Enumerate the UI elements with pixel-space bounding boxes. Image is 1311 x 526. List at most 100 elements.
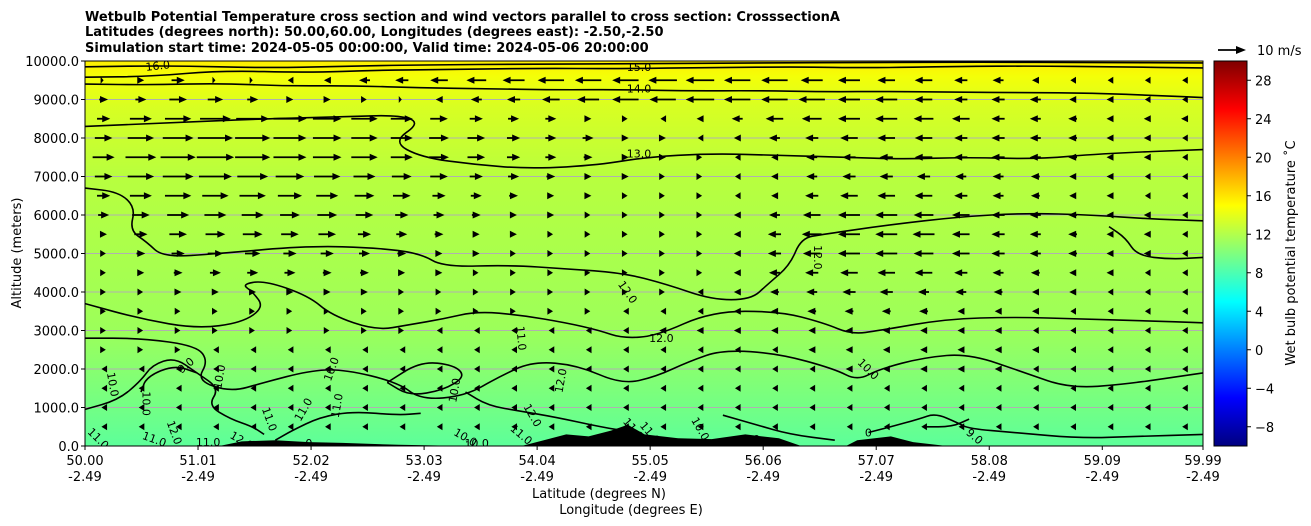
wind-arrow-head bbox=[992, 192, 1001, 200]
wind-arrow-3-16 bbox=[697, 134, 704, 142]
wind-arrow-head bbox=[697, 288, 704, 296]
wind-arrow-16-5 bbox=[287, 384, 294, 392]
wind-arrow-10-23 bbox=[954, 269, 968, 277]
wind-arrow-8-26 bbox=[1068, 230, 1077, 238]
wind-arrow-2-11 bbox=[508, 115, 520, 123]
wind-arrow-5-1 bbox=[127, 173, 155, 180]
colorbar-tick-label-8: 24 bbox=[1255, 113, 1272, 128]
wind-arrow-head bbox=[404, 134, 413, 142]
wind-arrow-13-12 bbox=[548, 327, 555, 334]
wind-arrow-head bbox=[914, 76, 923, 84]
wind-arrow-head bbox=[1029, 230, 1038, 238]
wind-arrow-4-15 bbox=[658, 153, 666, 161]
wind-arrow-head bbox=[215, 96, 224, 103]
wind-arrow-0-21 bbox=[877, 76, 896, 84]
wind-arrow-10-22 bbox=[914, 269, 933, 277]
wind-arrow-head bbox=[659, 250, 665, 257]
wind-arrow-18-22 bbox=[921, 423, 927, 431]
wind-arrow-2-6 bbox=[312, 115, 342, 123]
wind-arrow-9-4 bbox=[245, 250, 261, 257]
wind-arrow-15-9 bbox=[436, 365, 443, 373]
wind-arrow-14-26 bbox=[1070, 346, 1077, 354]
wind-arrow-head bbox=[1070, 327, 1077, 334]
wind-arrow-head bbox=[914, 192, 923, 200]
wind-arrow-head bbox=[398, 269, 406, 277]
wind-arrow-head bbox=[439, 115, 448, 123]
wind-arrow-head bbox=[875, 96, 884, 103]
wind-arrow-head bbox=[1144, 384, 1151, 392]
wind-arrow-14-1 bbox=[137, 346, 144, 354]
wind-arrow-head bbox=[696, 153, 703, 161]
wind-arrow-head bbox=[323, 96, 331, 103]
wind-arrow-1-7 bbox=[361, 96, 367, 103]
wind-arrow-3-1 bbox=[127, 134, 155, 142]
y-tick-label-9: 9000.0 bbox=[34, 94, 80, 109]
wind-arrow-head bbox=[1033, 365, 1039, 373]
contour-line-12.0-6 bbox=[85, 281, 1203, 339]
wind-arrow-4-20 bbox=[842, 153, 856, 161]
wind-arrow-5-23 bbox=[955, 173, 967, 180]
wind-arrow-11-29 bbox=[1182, 288, 1188, 296]
wind-arrow-12-24 bbox=[994, 307, 1002, 315]
wind-arrow-head bbox=[696, 211, 703, 219]
wind-arrow-8-3 bbox=[205, 230, 226, 238]
wind-arrow-10-13 bbox=[584, 269, 591, 277]
wind-arrow-10-0 bbox=[100, 269, 106, 277]
wind-arrow-head bbox=[398, 307, 404, 315]
wind-arrow-0-18 bbox=[761, 76, 788, 84]
wind-arrow-head bbox=[697, 365, 704, 373]
wind-arrow-head bbox=[250, 96, 259, 103]
wind-arrow-18-0 bbox=[101, 423, 108, 431]
contour-label-34: 0 bbox=[305, 437, 312, 450]
wind-arrow-head bbox=[772, 346, 778, 354]
wind-arrow-8-8 bbox=[396, 230, 408, 238]
wind-arrow-2-1 bbox=[129, 115, 152, 123]
wind-arrow-18-9 bbox=[436, 423, 443, 431]
wind-arrow-8-24 bbox=[991, 230, 1005, 238]
wind-arrow-1-22 bbox=[914, 96, 933, 103]
wind-arrow-head bbox=[101, 423, 108, 431]
wind-arrow-18-4 bbox=[250, 423, 257, 431]
wind-arrow-head bbox=[1069, 192, 1077, 200]
wind-arrow-head bbox=[734, 346, 741, 354]
wind-arrow-15-25 bbox=[1033, 365, 1039, 373]
wind-arrow-head bbox=[137, 288, 144, 296]
wind-arrow-head bbox=[577, 96, 586, 103]
wind-arrow-13-0 bbox=[100, 327, 106, 334]
wind-arrow-head bbox=[585, 327, 592, 334]
wind-arrow-head bbox=[994, 365, 1002, 373]
wind-arrow-16-26 bbox=[1070, 384, 1077, 392]
wind-arrow-head bbox=[100, 346, 106, 354]
wind-arrow-5-16 bbox=[696, 173, 703, 180]
wind-arrow-head bbox=[1029, 96, 1038, 103]
wind-arrow-head bbox=[398, 288, 404, 296]
wind-arrow-12-17 bbox=[733, 307, 741, 315]
wind-arrow-head bbox=[298, 153, 307, 161]
wind-arrow-10-26 bbox=[1069, 269, 1077, 277]
contour-label-6: 12.0 bbox=[811, 245, 824, 270]
wind-arrow-9-10 bbox=[472, 250, 480, 257]
wind-arrow-14-22 bbox=[920, 346, 928, 354]
wind-arrow-head bbox=[474, 423, 480, 431]
wind-arrow-head bbox=[100, 96, 109, 103]
wind-arrow-16-25 bbox=[1033, 384, 1039, 392]
wind-arrow-head bbox=[99, 230, 107, 238]
wind-arrow-head bbox=[1106, 115, 1114, 123]
wind-arrow-16-20 bbox=[846, 384, 853, 392]
wind-arrow-head bbox=[212, 76, 216, 84]
wind-arrow-head bbox=[844, 307, 853, 315]
wind-arrow-head bbox=[366, 192, 375, 200]
wind-arrow-head bbox=[957, 327, 965, 334]
contour-label-24: 11.0 bbox=[196, 436, 221, 449]
wind-arrow-head bbox=[584, 211, 591, 219]
wind-arrow-6-13 bbox=[584, 192, 592, 200]
wind-arrow-head bbox=[1144, 269, 1151, 277]
wind-arrow-7-25 bbox=[1029, 211, 1041, 219]
wind-arrow-15-20 bbox=[845, 365, 853, 373]
wind-arrow-head bbox=[1068, 153, 1077, 161]
wind-arrow-13-6 bbox=[323, 327, 330, 334]
wind-arrow-head bbox=[101, 384, 108, 392]
wind-arrow-head bbox=[733, 230, 741, 238]
wind-arrow-head bbox=[761, 96, 770, 103]
wind-arrow-head bbox=[548, 115, 557, 123]
